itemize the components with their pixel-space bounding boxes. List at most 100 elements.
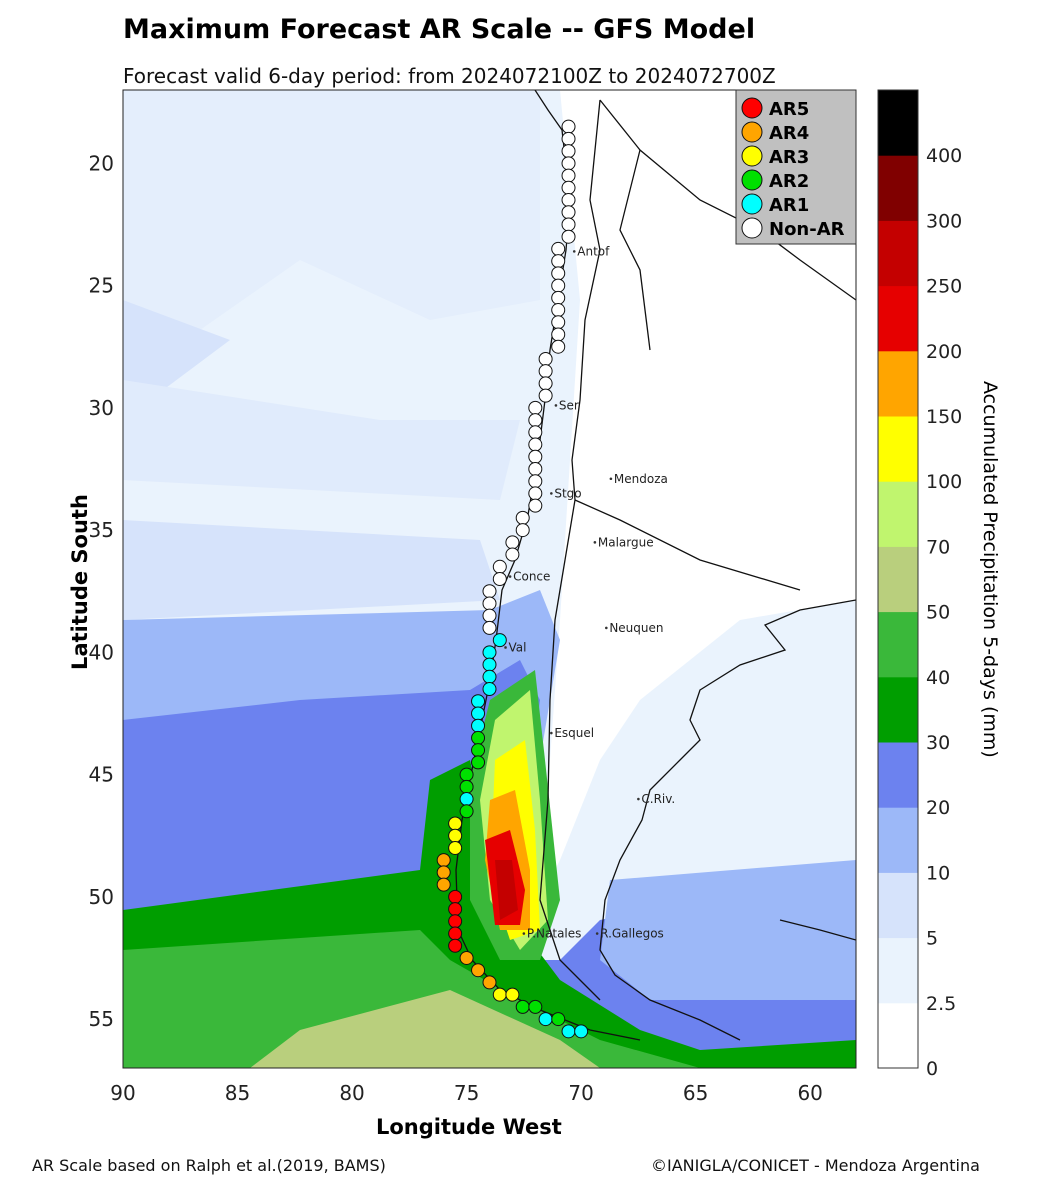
- ar-point-non-ar: [528, 437, 543, 452]
- ar-point-non-ar: [538, 364, 553, 379]
- legend-marker: [741, 97, 763, 119]
- city-marker: [504, 646, 507, 649]
- colorbar-band: [878, 872, 918, 939]
- footer-copyright: ©IANIGLA/CONICET - Mendoza Argentina: [651, 1156, 980, 1175]
- legend-marker: [741, 217, 763, 239]
- ar-point-non-ar: [505, 535, 520, 550]
- ar-point-ar1: [482, 669, 497, 684]
- city-label: Mendoza: [614, 472, 668, 486]
- ar-point-ar2: [471, 743, 486, 758]
- colorbar-tick-label: 300: [926, 210, 962, 232]
- y-tick-label: 45: [89, 763, 114, 787]
- ar-point-non-ar: [561, 180, 576, 195]
- ar-point-non-ar: [528, 400, 543, 415]
- ar-point-ar2: [551, 1012, 566, 1027]
- y-tick-label: 20: [89, 151, 114, 175]
- ar-point-ar3: [448, 828, 463, 843]
- ar-point-non-ar: [538, 351, 553, 366]
- ar-point-ar5: [448, 926, 463, 941]
- ar-point-non-ar: [538, 388, 553, 403]
- legend-label: AR3: [769, 147, 809, 168]
- city-marker: [554, 404, 558, 407]
- ar-point-non-ar: [561, 217, 576, 232]
- ar-point-non-ar: [492, 572, 507, 586]
- city-label: R.Gallegos: [600, 927, 664, 941]
- ar-point-ar2: [459, 804, 474, 819]
- colorbar-tick-label: 250: [926, 276, 962, 298]
- city-label: Stgo: [554, 486, 581, 500]
- city-marker: [508, 575, 512, 578]
- colorbar-tick-label: 5: [926, 928, 938, 950]
- x-tick-label: 90: [110, 1081, 135, 1105]
- ar-point-ar3: [505, 987, 520, 1002]
- city-marker: [593, 541, 597, 544]
- ar-point-ar1: [561, 1024, 576, 1039]
- map-frame: [122, 89, 857, 1069]
- colorbar-tick-label: 10: [926, 862, 950, 884]
- x-tick-label: 60: [797, 1081, 822, 1105]
- ar-point-non-ar: [561, 156, 576, 171]
- ar-point-non-ar: [561, 144, 576, 159]
- y-axis-ticks: 20 25 30 35 40 45 50 55: [89, 151, 114, 1031]
- ar-point-non-ar: [551, 327, 566, 342]
- ar-point-ar1: [574, 1024, 589, 1039]
- chart-subtitle: Forecast valid 6-day period: from 202407…: [123, 64, 776, 88]
- colorbar-tick-label: 50: [926, 602, 950, 624]
- x-tick-label: 80: [339, 1081, 364, 1105]
- ar-point-non-ar: [551, 278, 566, 293]
- colorbar-band: [878, 481, 918, 547]
- city-label: C.Riv.: [641, 792, 675, 806]
- ar-point-ar4: [459, 950, 474, 965]
- ar-point-ar1: [471, 706, 486, 721]
- legend-marker: [741, 145, 763, 167]
- ar-point-non-ar: [551, 339, 566, 354]
- ar-point-ar2: [471, 730, 486, 745]
- ar-point-ar1: [492, 633, 507, 648]
- colorbar-band: [878, 90, 918, 156]
- colorbar-band: [878, 285, 918, 352]
- ar-point-ar3: [448, 840, 463, 855]
- ar-point-non-ar: [492, 559, 507, 574]
- x-tick-label: 70: [568, 1081, 593, 1105]
- y-tick-label: 40: [89, 640, 114, 664]
- ar-point-ar4: [436, 853, 451, 868]
- x-tick-label: 75: [454, 1081, 479, 1105]
- ar-point-ar2: [459, 779, 474, 794]
- ar-point-non-ar: [561, 168, 576, 183]
- x-axis-label: Longitude West: [376, 1115, 562, 1139]
- y-tick-label: 25: [89, 274, 114, 298]
- colorbar-tick-label: 0: [926, 1058, 938, 1080]
- y-tick-label: 30: [89, 396, 114, 420]
- ar-point-non-ar: [561, 119, 576, 134]
- colorbar-band: [878, 937, 918, 1004]
- colorbar-tick-label: 30: [926, 732, 950, 754]
- ar-point-ar1: [471, 718, 486, 733]
- ar-point-non-ar: [561, 229, 576, 244]
- colorbar-tick-label: 200: [926, 341, 962, 363]
- ar-point-non-ar: [528, 461, 543, 476]
- colorbar-band: [878, 807, 918, 873]
- ar-point-ar1: [459, 792, 474, 807]
- city-marker: [572, 250, 576, 253]
- city-label: P.Natales: [527, 927, 582, 941]
- precipitation-field: [123, 90, 856, 1068]
- y-tick-label: 50: [89, 885, 114, 909]
- ar-point-ar2: [459, 767, 474, 782]
- ar-point-non-ar: [482, 584, 497, 599]
- legend-label: AR1: [769, 195, 809, 216]
- ar-point-non-ar: [538, 376, 553, 391]
- ar-point-non-ar: [505, 547, 520, 562]
- ar-point-ar3: [448, 816, 463, 831]
- ar-point-non-ar: [515, 510, 530, 525]
- legend-label: Non-AR: [769, 219, 845, 240]
- colorbar-band: [878, 155, 918, 221]
- x-tick-label: 85: [225, 1081, 250, 1105]
- legend-label: AR2: [769, 171, 809, 192]
- legend-label: AR5: [769, 99, 809, 120]
- ar-point-non-ar: [482, 596, 497, 611]
- ar-point-ar4: [436, 877, 451, 892]
- colorbar-band: [878, 611, 918, 678]
- ar-point-ar5: [448, 938, 463, 953]
- colorbar-band: [878, 546, 918, 613]
